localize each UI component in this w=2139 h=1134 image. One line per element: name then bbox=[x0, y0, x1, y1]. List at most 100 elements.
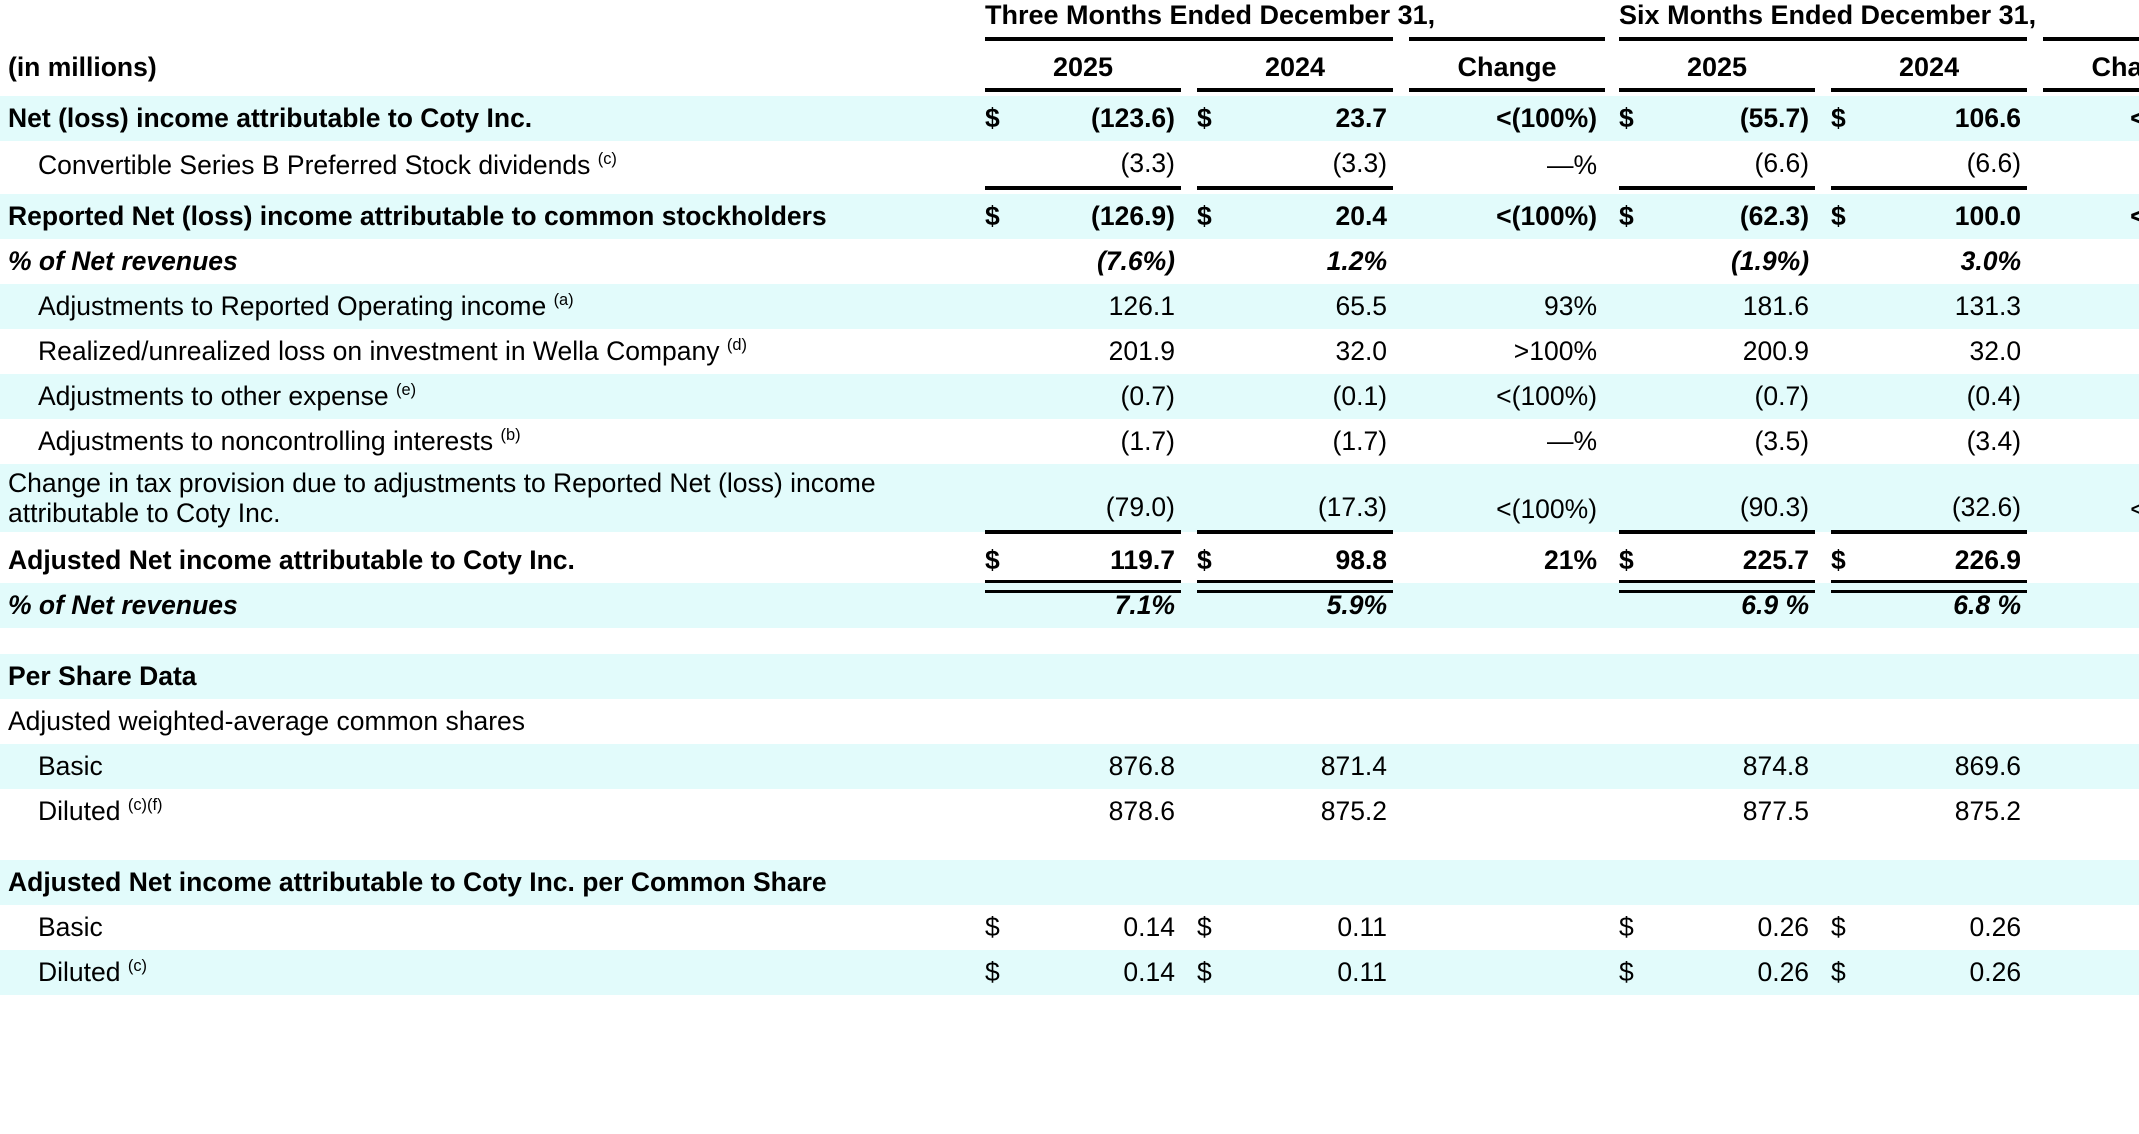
row-value-s2024: (6.6) bbox=[1869, 141, 2028, 188]
row-currency-s2024 bbox=[1831, 419, 1870, 464]
row-currency-q2025 bbox=[985, 789, 1023, 835]
row-value-s2024: 3.0% bbox=[1869, 239, 2028, 284]
rule-change-q bbox=[1409, 37, 1606, 45]
row-currency-s2025 bbox=[1619, 374, 1658, 419]
rule-q2025 bbox=[985, 530, 1181, 539]
cell-gap bbox=[2027, 905, 2044, 951]
table-row: Diluted (c)(f) 878.6 875.2 877.5 875.2 bbox=[0, 789, 2139, 835]
eps-title: Adjusted Net income attributable to Coty… bbox=[0, 860, 985, 906]
cell-gap bbox=[1815, 744, 1832, 790]
row-change-q bbox=[1409, 744, 1606, 790]
rule-s2025 bbox=[1619, 186, 1816, 194]
row-label: Adjustments to other expense (e) bbox=[0, 374, 985, 419]
cell-gap bbox=[1605, 464, 1620, 533]
shares-subtitle-fill bbox=[985, 699, 2139, 745]
row-value-q2024: 20.4 bbox=[1235, 194, 1394, 239]
row-value-q2025: (1.7) bbox=[1023, 419, 1181, 464]
cell-gap bbox=[2027, 284, 2044, 329]
row-label: Basic bbox=[0, 744, 985, 790]
cell-gap bbox=[2027, 96, 2044, 141]
header-gap bbox=[1605, 0, 1619, 39]
cell-gap bbox=[1393, 239, 1410, 284]
row-change-s: >100% bbox=[2043, 329, 2139, 374]
cell-gap bbox=[1181, 419, 1197, 464]
row-value-s2024: 226.9 bbox=[1869, 538, 2028, 594]
row-currency-s2024 bbox=[1831, 464, 1870, 533]
row-value-s2024: (32.6) bbox=[1869, 464, 2028, 533]
cell-gap bbox=[1393, 141, 1410, 188]
cell-gap bbox=[2027, 141, 2044, 188]
row-currency-q2024: $ bbox=[1197, 538, 1235, 594]
row-label: Basic bbox=[0, 905, 985, 951]
row-value-q2024: (3.3) bbox=[1235, 141, 1394, 188]
rule-s2024 bbox=[1831, 530, 2028, 539]
row-currency-s2025: $ bbox=[1619, 194, 1658, 239]
row-value-q2024: 0.11 bbox=[1235, 905, 1394, 951]
row-label-text: Convertible Series B Preferred Stock div… bbox=[38, 150, 591, 180]
section-spacer bbox=[0, 834, 2139, 861]
row-currency-s2024 bbox=[1831, 744, 1870, 790]
row-label: Convertible Series B Preferred Stock div… bbox=[0, 141, 985, 188]
table-row: Net (loss) income attributable to Coty I… bbox=[0, 96, 2139, 141]
row-label: Change in tax provision due to adjustmen… bbox=[0, 464, 985, 533]
cell-gap bbox=[1605, 141, 1620, 188]
row-value-q2025: 126.1 bbox=[1023, 284, 1181, 329]
cell-gap bbox=[2027, 419, 2044, 464]
header-gap bbox=[2043, 0, 2139, 39]
row-change-q: <(100%) bbox=[1409, 194, 1606, 239]
cell-gap bbox=[1815, 141, 1832, 188]
shares-subtitle-row: Adjusted weighted-average common shares bbox=[0, 699, 2139, 745]
cell-gap bbox=[1815, 329, 1832, 374]
row-currency-q2025 bbox=[985, 141, 1023, 188]
cell-gap bbox=[1605, 419, 1620, 464]
row-value-q2024: (17.3) bbox=[1235, 464, 1394, 533]
row-currency-q2024 bbox=[1197, 141, 1235, 188]
row-currency-q2025 bbox=[985, 419, 1023, 464]
row-change-s: <(100%) bbox=[2043, 464, 2139, 533]
row-change-s bbox=[2043, 789, 2139, 835]
cell-gap bbox=[1393, 905, 1410, 951]
per-share-title: Per Share Data bbox=[0, 654, 985, 700]
row-value-s2024: 32.0 bbox=[1869, 329, 2028, 374]
row-value-s2024: 875.2 bbox=[1869, 789, 2028, 835]
cell-gap bbox=[2027, 789, 2044, 835]
cell-gap bbox=[2027, 374, 2044, 419]
row-value-q2024: 32.0 bbox=[1235, 329, 1394, 374]
total-rule-row bbox=[0, 530, 2139, 539]
row-currency-s2024 bbox=[1831, 374, 1870, 419]
row-value-s2024: 869.6 bbox=[1869, 744, 2028, 790]
cell-gap bbox=[1605, 583, 1620, 629]
row-change-q: <(100%) bbox=[1409, 96, 1606, 141]
row-change-s bbox=[2043, 239, 2139, 284]
row-change-s: <(100%) bbox=[2043, 194, 2139, 239]
table-row: Adjusted Net income attributable to Coty… bbox=[0, 538, 2139, 594]
row-change-q: <(100%) bbox=[1409, 374, 1606, 419]
cell-gap bbox=[1605, 789, 1620, 835]
row-value-s2025: 877.5 bbox=[1657, 789, 1816, 835]
cell-gap bbox=[1181, 464, 1197, 533]
cell-gap bbox=[1605, 950, 1620, 996]
cell-gap bbox=[1181, 950, 1197, 996]
table-row: Basic 876.8 871.4 874.8 869.6 bbox=[0, 744, 2139, 790]
row-value-q2025: 876.8 bbox=[1023, 744, 1181, 790]
cell-gap bbox=[1393, 538, 1410, 584]
rule-col-2025-q bbox=[985, 88, 1181, 96]
cell-gap bbox=[1605, 284, 1620, 329]
row-change-s bbox=[2043, 583, 2139, 629]
header-group-row: Three Months Ended December 31, Six Mont… bbox=[0, 0, 2139, 39]
cell-gap bbox=[1181, 744, 1197, 790]
table-row: Adjustments to Reported Operating income… bbox=[0, 284, 2139, 329]
footnote-ref: (e) bbox=[395, 381, 417, 400]
row-currency-s2024: $ bbox=[1831, 96, 1870, 141]
row-label-text: Diluted bbox=[38, 957, 121, 988]
cell-gap bbox=[1815, 284, 1832, 329]
row-currency-s2024 bbox=[1831, 141, 1870, 188]
row-currency-q2024 bbox=[1197, 789, 1235, 835]
row-label-text: Adjustments to Reported Operating income bbox=[38, 291, 547, 321]
rule-s2024 bbox=[1831, 186, 2028, 194]
row-currency-s2025 bbox=[1619, 419, 1658, 464]
cell-gap bbox=[2027, 583, 2044, 629]
cell-gap bbox=[1181, 96, 1197, 141]
cell-gap bbox=[1181, 284, 1197, 329]
row-currency-s2024: $ bbox=[1831, 905, 1870, 951]
